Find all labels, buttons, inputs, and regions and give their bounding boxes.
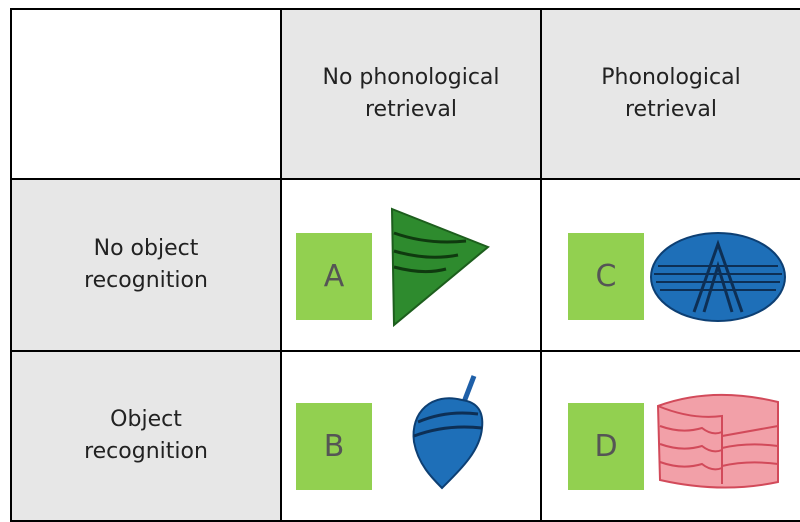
spinning-top-shape xyxy=(412,375,484,490)
label-tag: B xyxy=(296,403,372,490)
row-header-text: No object recognition xyxy=(84,236,208,293)
cake-shape xyxy=(656,393,779,489)
column-header-text: No phonological retrieval xyxy=(322,65,500,122)
triangle-shape xyxy=(390,207,490,328)
row-header: No object recognition xyxy=(10,178,282,352)
column-header: No phonological retrieval xyxy=(280,8,542,180)
ellipse-shape xyxy=(650,232,786,322)
row-header-text: Object recognition xyxy=(84,407,208,464)
column-header-text: Phonological retrieval xyxy=(601,65,741,122)
column-header: Phonological retrieval xyxy=(540,8,800,180)
label-tag: C xyxy=(568,233,644,320)
row-header: Object recognition xyxy=(10,350,282,522)
label-tag: A xyxy=(296,233,372,320)
corner-cell xyxy=(10,8,282,180)
label-tag: D xyxy=(568,403,644,490)
